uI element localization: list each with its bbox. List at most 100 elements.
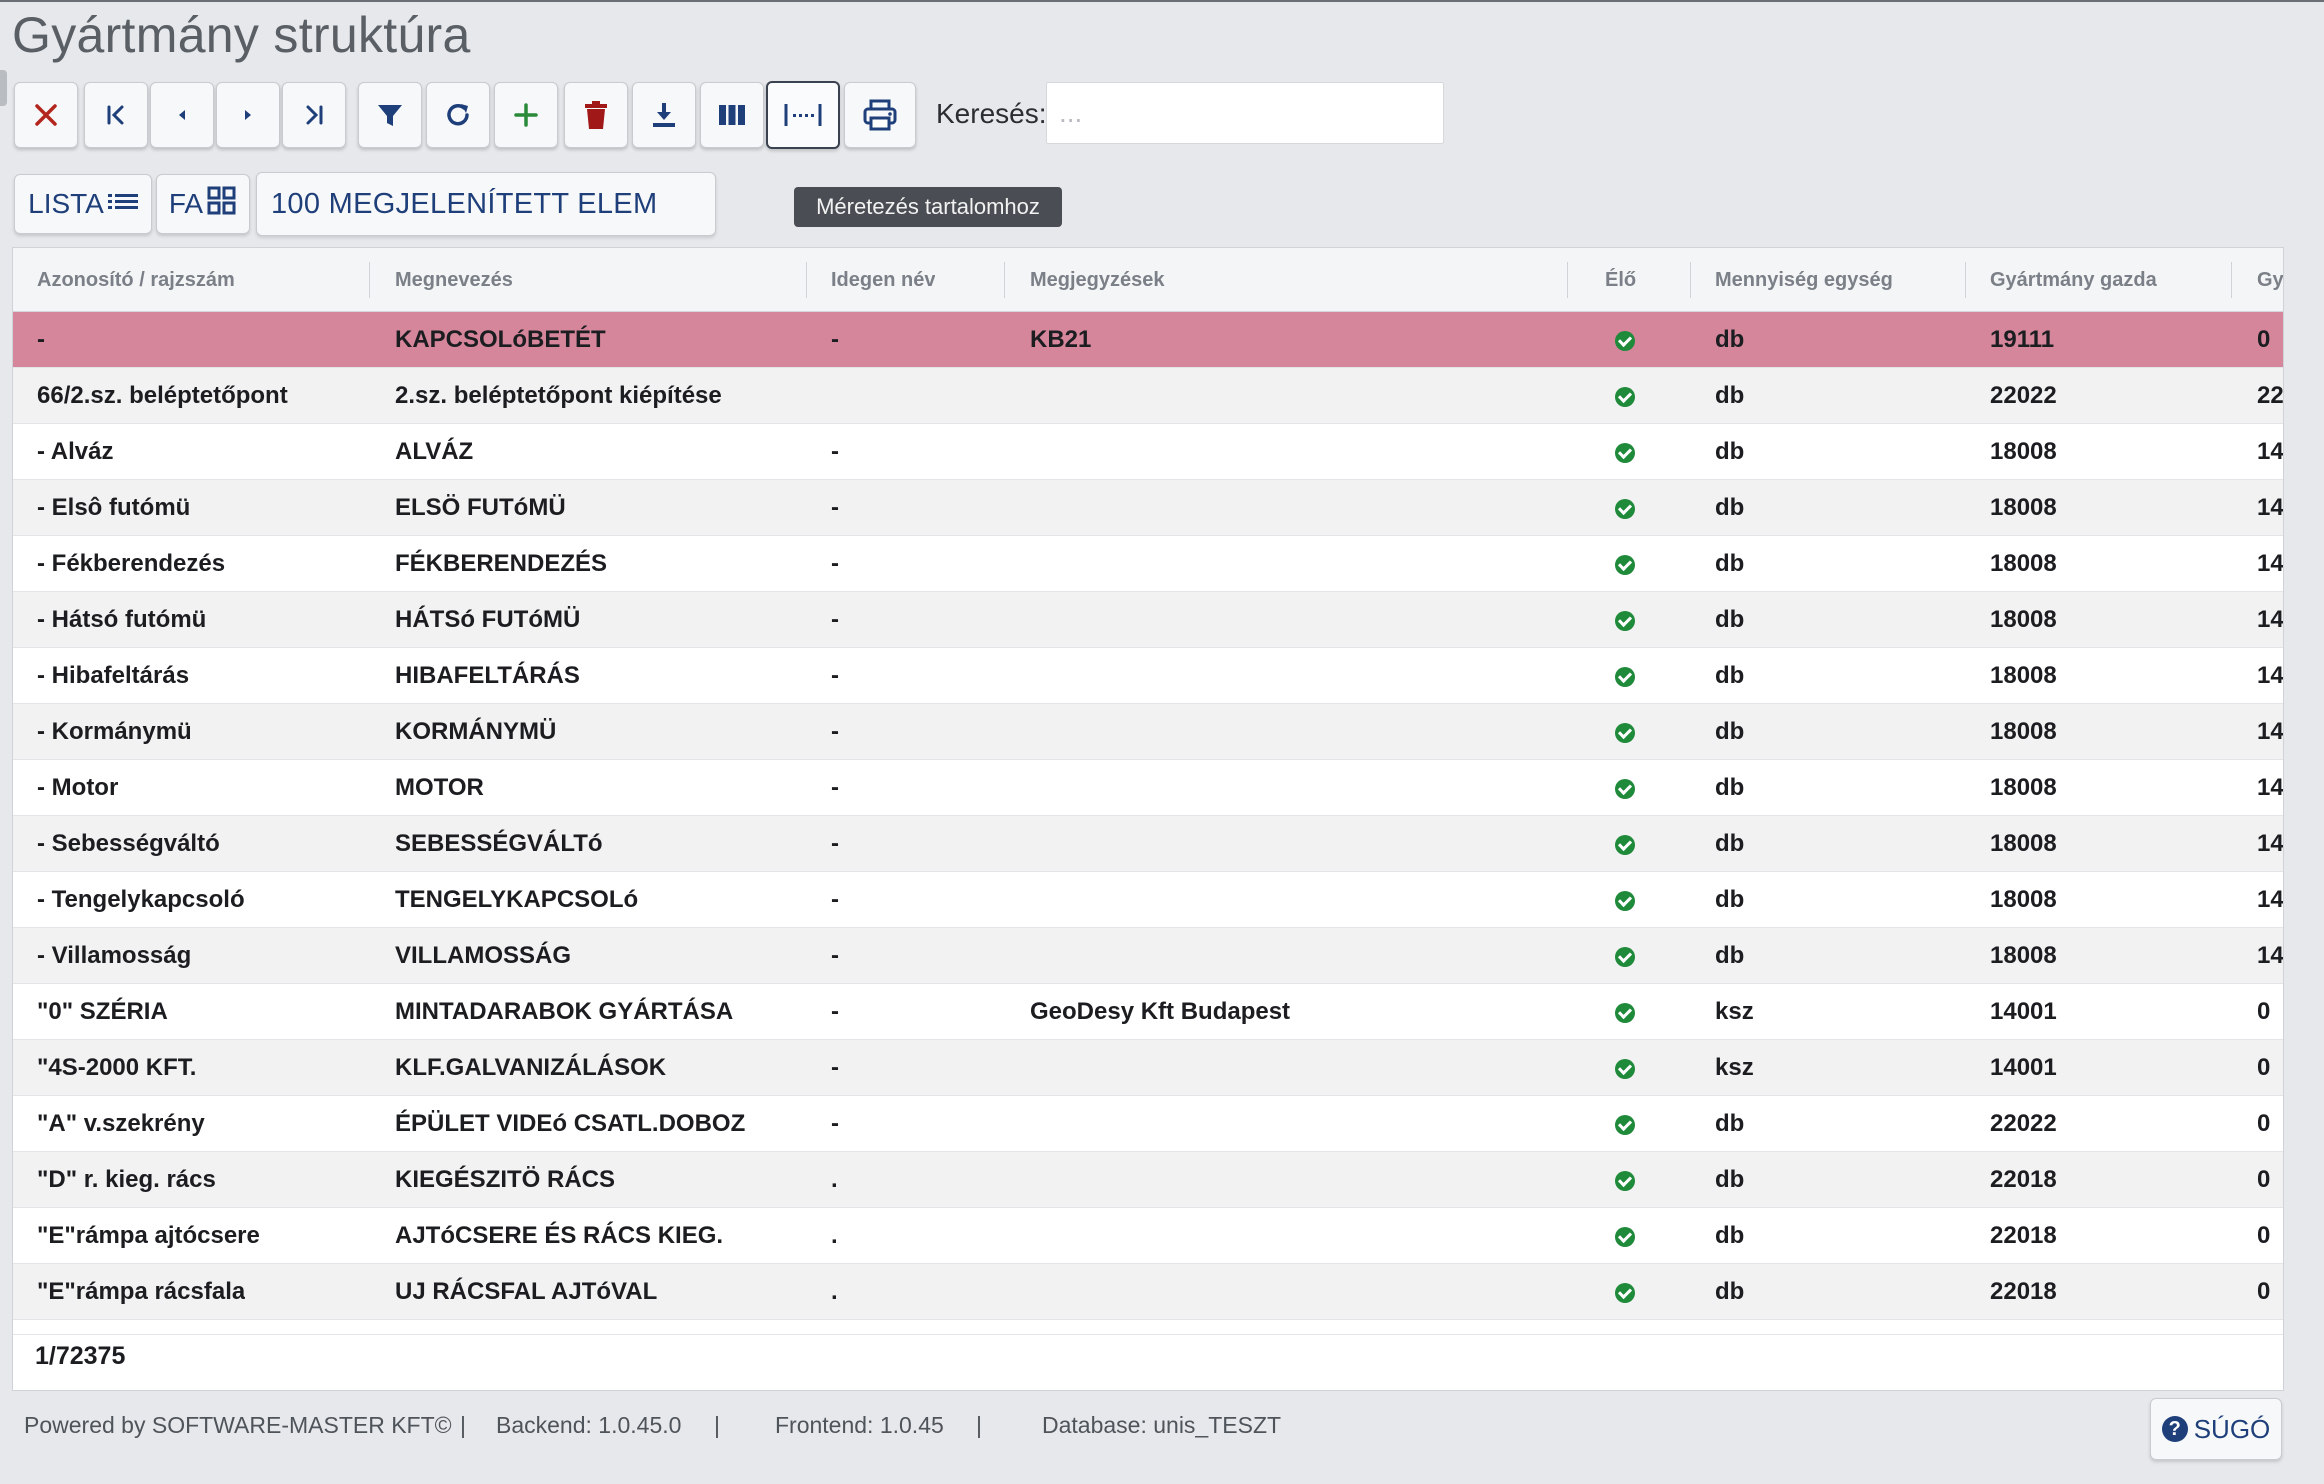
list-view-label: LISTA <box>28 188 104 219</box>
table-row[interactable]: 66/2.sz. beléptetőpont 2.sz. beléptetőpon… <box>13 368 2283 424</box>
cell-id: - Sebességváltó <box>37 830 220 857</box>
print-button[interactable] <box>844 82 916 148</box>
table-row[interactable]: - Alváz ALVÁZ - db 18008 14 <box>13 424 2283 480</box>
export-button[interactable] <box>632 82 696 148</box>
cell-foreign-name: - <box>831 1110 839 1137</box>
record-count: 1/72375 <box>35 1342 126 1370</box>
grid-footer <box>13 1334 2283 1390</box>
first-record-button[interactable] <box>84 82 148 148</box>
cell-extra: 14 <box>2257 494 2283 521</box>
search-label: Keresés: <box>936 98 1047 129</box>
cell-id: "D" r. kieg. rács <box>37 1166 216 1193</box>
table-row[interactable]: - Sebességváltó SEBESSÉGVÁLTó - db 18008 14 <box>13 816 2283 872</box>
close-icon <box>32 101 60 129</box>
column-header-extra[interactable]: Gy <box>2257 269 2284 291</box>
cell-foreign-name: - <box>831 550 839 577</box>
cell-unit: db <box>1715 326 1745 353</box>
cell-unit: db <box>1715 662 1745 689</box>
column-resize-handle[interactable] <box>1965 262 1966 298</box>
cell-owner: 18008 <box>1990 662 2057 689</box>
column-header-foreign-name[interactable]: Idegen név <box>831 269 936 291</box>
cell-foreign-name: - <box>831 942 839 969</box>
table-row[interactable]: "E"rámpa rácsfala UJ RÁCSFAL AJTóVAL. db 22… <box>13 1264 2283 1320</box>
cell-name: HÁTSó FUTóMÜ <box>395 606 581 633</box>
column-header-unit[interactable]: Mennyiség egység <box>1715 269 1893 291</box>
cell-foreign-name: - <box>831 438 839 465</box>
cell-unit: db <box>1715 774 1745 801</box>
search-input[interactable] <box>1046 82 1444 144</box>
side-panel-handle[interactable] <box>0 70 7 106</box>
cell-name: MINTADARABOK GYÁRTÁSA <box>395 998 734 1025</box>
previous-record-button[interactable] <box>150 82 214 148</box>
next-record-button[interactable] <box>216 82 280 148</box>
fit-content-button[interactable] <box>766 81 840 149</box>
cell-name: KIEGÉSZITÖ RÁCS <box>395 1166 616 1193</box>
last-record-button[interactable] <box>282 82 346 148</box>
cell-owner: 18008 <box>1990 830 2057 857</box>
column-resize-handle[interactable] <box>2231 262 2232 298</box>
column-resize-handle[interactable] <box>1567 262 1568 298</box>
table-row[interactable]: - Hátsó futómü HÁTSó FUTóMÜ - db 18008 14 <box>13 592 2283 648</box>
cell-notes: GeoDesy Kft Budapest <box>1030 998 1291 1025</box>
cell-owner: 22018 <box>1990 1166 2057 1193</box>
cell-id: "E"rámpa rácsfala <box>37 1278 246 1305</box>
column-resize-handle[interactable] <box>806 262 807 298</box>
close-button[interactable] <box>14 82 78 148</box>
cell-name: KAPCSOLóBETÉT <box>395 326 606 353</box>
columns-button[interactable] <box>700 82 764 148</box>
plus-icon <box>511 100 541 130</box>
table-row[interactable]: - Motor MOTOR - db 18008 14 <box>13 760 2283 816</box>
table-row[interactable]: - Hibafeltárás HIBAFELTÁRÁS - db 18008 14 <box>13 648 2283 704</box>
grid-icon <box>207 186 237 223</box>
refresh-button[interactable] <box>426 82 490 148</box>
column-header-id[interactable]: Azonosító / rajzszám <box>37 269 235 291</box>
help-button[interactable]: ? SÚGÓ <box>2150 1398 2282 1460</box>
cell-owner: 22022 <box>1990 382 2057 409</box>
cell-name: UJ RÁCSFAL AJTóVAL <box>395 1278 658 1305</box>
column-header-owner[interactable]: Gyártmány gazda <box>1990 269 2157 291</box>
table-row[interactable]: "A" v.szekrény ÉPÜLET VIDEó CSATL.DOBOZ - d… <box>13 1096 2283 1152</box>
backend-version: Backend: 1.0.45.0 <box>496 1412 682 1438</box>
cell-foreign-name: . <box>831 1166 838 1193</box>
table-row[interactable]: - Kormánymü KORMÁNYMÜ - db 18008 14 <box>13 704 2283 760</box>
filter-button[interactable] <box>358 82 422 148</box>
table-row[interactable]: - Elsô futómü ELSÖ FUTóMÜ - db 18008 14 <box>13 480 2283 536</box>
footer-separator: | <box>714 1412 720 1438</box>
help-icon: ? <box>2161 1416 2188 1442</box>
table-row[interactable]: - Fékberendezés FÉKBERENDEZÉS - db 18008 14 <box>13 536 2283 592</box>
check-circle-icon <box>1615 667 1635 687</box>
column-header-live[interactable]: Élő <box>1605 269 1637 291</box>
column-resize-handle[interactable] <box>369 262 370 298</box>
cell-id: - <box>37 326 45 353</box>
cell-id: - Kormánymü <box>37 718 192 745</box>
table-row[interactable]: "E"rámpa ajtócsere AJTóCSERE ÉS RÁCS KIEG… <box>13 1208 2283 1264</box>
list-icon <box>107 188 138 220</box>
cell-foreign-name: . <box>831 1222 838 1249</box>
table-row[interactable]: - KAPCSOLóBETÉT - KB21 db 19111 0 <box>13 312 2283 368</box>
add-button[interactable] <box>494 82 558 148</box>
check-circle-icon <box>1615 443 1635 463</box>
tree-view-button[interactable]: FA <box>156 174 250 234</box>
check-circle-icon <box>1615 723 1635 743</box>
column-header-name[interactable]: Megnevezés <box>395 269 513 291</box>
column-header-notes[interactable]: Megjegyzések <box>1030 269 1165 291</box>
column-resize-handle[interactable] <box>1004 262 1005 298</box>
cell-unit: db <box>1715 550 1745 577</box>
delete-button[interactable] <box>564 82 628 148</box>
filter-icon <box>375 100 405 130</box>
cell-extra: 14 <box>2257 718 2283 745</box>
list-view-button[interactable]: LISTA <box>14 174 152 234</box>
cell-unit: db <box>1715 942 1745 969</box>
cell-foreign-name: - <box>831 718 839 745</box>
cell-name: SEBESSÉGVÁLTó <box>395 830 603 857</box>
table-row[interactable]: "D" r. kieg. rács KIEGÉSZITÖ RÁCS. db 22018… <box>13 1152 2283 1208</box>
cell-extra: 14 <box>2257 942 2283 969</box>
table-row[interactable]: "0" SZÉRIA MINTADARABOK GYÁRTÁSA - GeoDesy … <box>13 984 2283 1040</box>
table-row[interactable]: - Villamosság VILLAMOSSÁG - db 18008 14 <box>13 928 2283 984</box>
table-row[interactable]: "4S-2000 KFT. KLF.GALVANIZÁLÁSOK - ksz 14001… <box>13 1040 2283 1096</box>
cell-foreign-name: - <box>831 494 839 521</box>
column-resize-handle[interactable] <box>1690 262 1691 298</box>
help-label: SÚGÓ <box>2193 1413 2271 1444</box>
table-row[interactable]: - Tengelykapcsoló TENGELYKAPCSOLó - db 18008… <box>13 872 2283 928</box>
page-size-select[interactable]: 100 MEGJELENÍTETT ELEM <box>256 172 716 236</box>
